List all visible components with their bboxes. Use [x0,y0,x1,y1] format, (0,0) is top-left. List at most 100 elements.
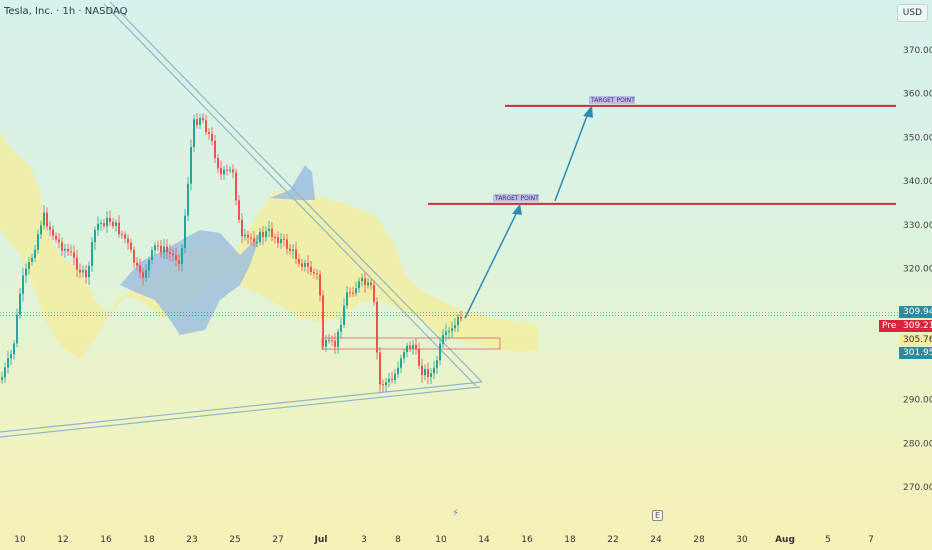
candle-body [118,222,120,234]
candle-body [373,285,375,302]
projection-arrow-2 [554,107,591,202]
candle-body [349,292,351,294]
candle-body [319,274,321,296]
candle-body [412,344,414,349]
candle-body [88,265,90,278]
candle-body [397,367,399,374]
candle-body [199,118,201,125]
candle-body [235,172,237,201]
candle-body [187,183,189,216]
y-tick-label: 340.00 [903,177,932,187]
candle-body [172,253,174,256]
trendline-lower-b [0,386,481,438]
x-tick-label: 18 [564,535,576,545]
candle-body [196,119,198,125]
price-label-309-21: 309.21 [899,320,932,332]
x-tick-label: 8 [395,535,401,545]
candle-body [205,120,207,133]
candle-body [259,232,261,242]
candle-body [139,265,141,273]
x-tick-label: 18 [143,535,155,545]
candle-body [223,169,225,175]
candle-body [64,248,66,251]
candle-body [421,365,423,376]
projection-arrow-1 [464,205,521,319]
candle-body [103,223,105,227]
x-tick-label: Jul [314,535,328,545]
lightning-icon[interactable]: ⚡ [452,508,460,519]
symbol-header: Tesla, Inc. · 1h · NASDAQ [4,6,128,17]
candle-body [85,270,87,278]
x-tick-label: 14 [478,535,490,545]
candle-body [256,241,258,243]
candle-body [214,140,216,159]
candle-body [211,133,213,141]
candle-body [346,292,348,306]
projection-arrowhead-2 [583,105,593,118]
candle-body [310,266,312,273]
candle-body [283,238,285,240]
candle-body [418,349,420,366]
candle-body [358,281,360,289]
candle-body [304,262,306,267]
candle-body [34,249,36,258]
candle-body [13,343,15,355]
candle-body [190,146,192,184]
candle-body [385,382,387,386]
x-tick-label: 16 [521,535,533,545]
trendline-upper-b [103,3,477,387]
candle-body [22,275,24,294]
candle-body [37,234,39,250]
candle-body [97,223,99,230]
candle-body [331,340,333,342]
candle-body [382,384,384,386]
candle-body [448,331,450,333]
candle-body [391,378,393,380]
candle-body [313,272,315,274]
candle-body [151,250,153,260]
candle-body [343,305,345,325]
candle-body [271,228,273,238]
candle-body [289,248,291,251]
candle-body [334,340,336,347]
candle-body [148,259,150,271]
candle-body [55,235,57,240]
y-tick-label: 320.00 [903,265,932,275]
pre-market-tag: Pre [879,320,900,332]
candle-body [73,252,75,258]
candle-body [82,270,84,273]
earnings-e-icon[interactable]: E [652,510,664,521]
candle-body [424,368,426,376]
candle-body [145,270,147,278]
y-tick-label: 270.00 [903,483,932,493]
candle-body [415,344,417,350]
candle-body [157,245,159,247]
candle-body [19,293,21,315]
candle-body [61,242,63,251]
y-tick-label: 360.00 [903,90,932,100]
candle-body [166,246,168,253]
candle-body [433,367,435,374]
candle-body [106,217,108,227]
candle-body [355,288,357,294]
candle-body [4,367,6,378]
candle-body [142,272,144,278]
candle-body [109,217,111,222]
candle-body [352,292,354,294]
candle-body [130,242,132,250]
price-label-301-95: 301.95 [899,347,932,359]
candle-body [277,237,279,244]
x-tick-label: Aug [775,535,795,545]
candle-body [121,233,123,235]
candle-body [253,238,255,243]
target-label-bg [493,193,539,202]
candle-body [70,251,72,253]
candle-body [7,358,9,368]
candle-body [247,234,249,238]
candle-body [379,352,381,385]
candle-body [238,200,240,220]
currency-button[interactable]: USD [896,4,928,22]
candle-body [94,229,96,243]
